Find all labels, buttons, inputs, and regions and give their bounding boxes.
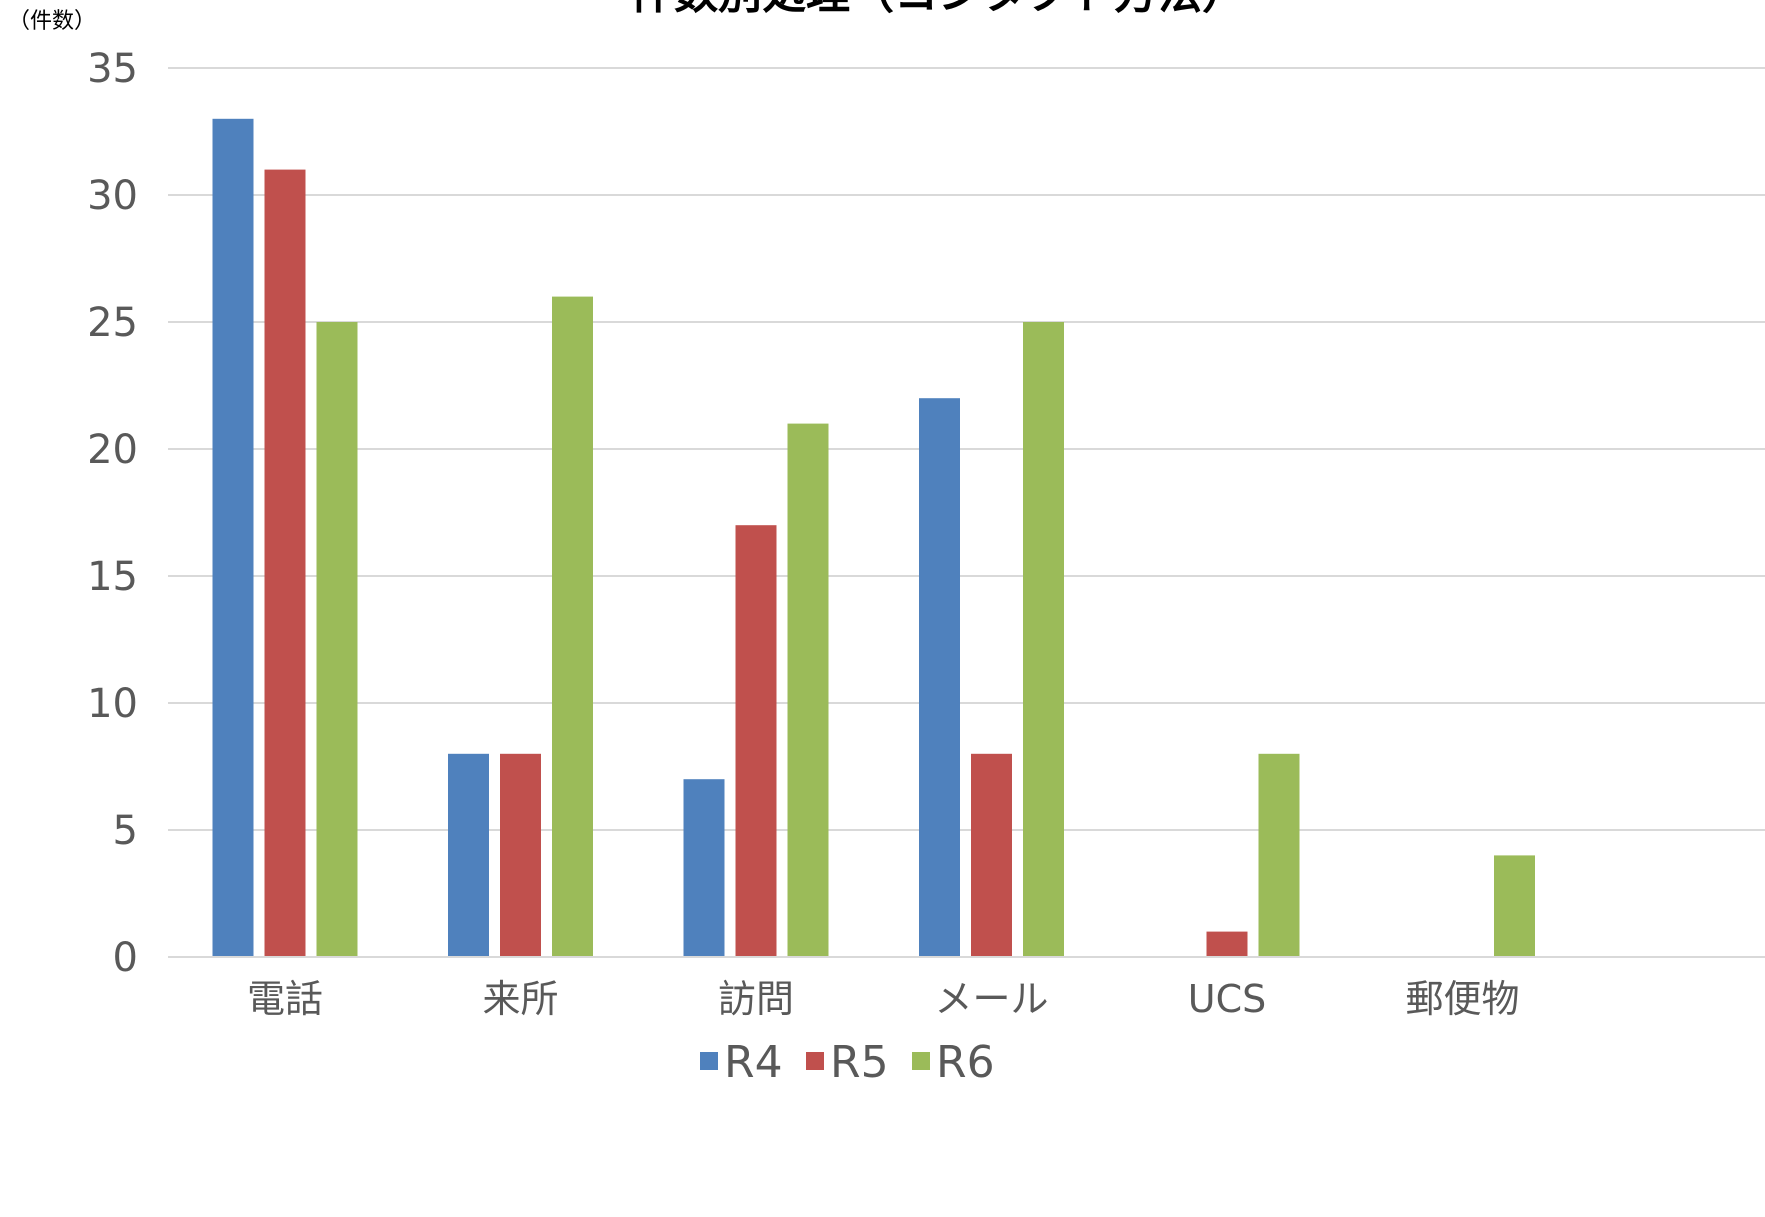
x-category-label: UCS (1188, 977, 1266, 1021)
y-tick-label: 0 (113, 935, 138, 981)
legend: R4 R5 R6 (700, 1037, 995, 1088)
bar-r6-5 (1494, 855, 1535, 957)
x-category-label: 郵便物 (1405, 977, 1519, 1021)
legend-swatch-r4 (700, 1052, 718, 1070)
bar-r6-3 (1023, 322, 1064, 957)
x-axis-categories: 電話 来所 訪問 メール UCS 郵便物 (247, 977, 1520, 1021)
chart-title: 件数別処理（コンタクト方法） (630, 0, 1246, 19)
y-unit-label: （件数） (8, 9, 96, 34)
gridlines (168, 67, 1765, 831)
y-tick-label: 5 (113, 808, 138, 854)
bar-r6-2 (787, 423, 829, 958)
bar-r5-4 (1206, 931, 1248, 957)
bar-r6-0 (316, 322, 358, 957)
bar-r5-3 (971, 753, 1012, 957)
y-tick-label: 15 (87, 554, 138, 600)
y-tick-label: 20 (87, 427, 138, 473)
legend-label-r6: R6 (936, 1037, 995, 1088)
x-category-label: 来所 (482, 977, 558, 1021)
x-category-label: 電話 (247, 977, 323, 1021)
bar-r4-0 (212, 118, 254, 958)
bar-r4-3 (919, 398, 960, 957)
bar-r5-0 (264, 169, 306, 958)
y-tick-label: 30 (87, 173, 138, 219)
legend-swatch-r5 (806, 1052, 824, 1070)
legend-swatch-r6 (912, 1052, 930, 1070)
legend-label-r5: R5 (830, 1037, 889, 1088)
bars (212, 118, 1535, 958)
bar-r4-1 (448, 753, 489, 957)
bar-r4-2 (683, 779, 725, 957)
bar-r6-1 (552, 296, 593, 958)
y-tick-label: 25 (87, 300, 138, 346)
y-axis-ticks: 0 5 10 15 20 25 30 35 (87, 46, 138, 981)
bar-r6-4 (1258, 753, 1300, 957)
x-category-label: 訪問 (718, 977, 794, 1021)
y-tick-label: 35 (87, 46, 138, 92)
x-category-label: メール (934, 977, 1048, 1021)
legend-label-r4: R4 (724, 1037, 783, 1088)
bar-r5-1 (500, 753, 541, 957)
y-tick-label: 10 (87, 681, 138, 727)
bar-r5-2 (735, 525, 777, 957)
